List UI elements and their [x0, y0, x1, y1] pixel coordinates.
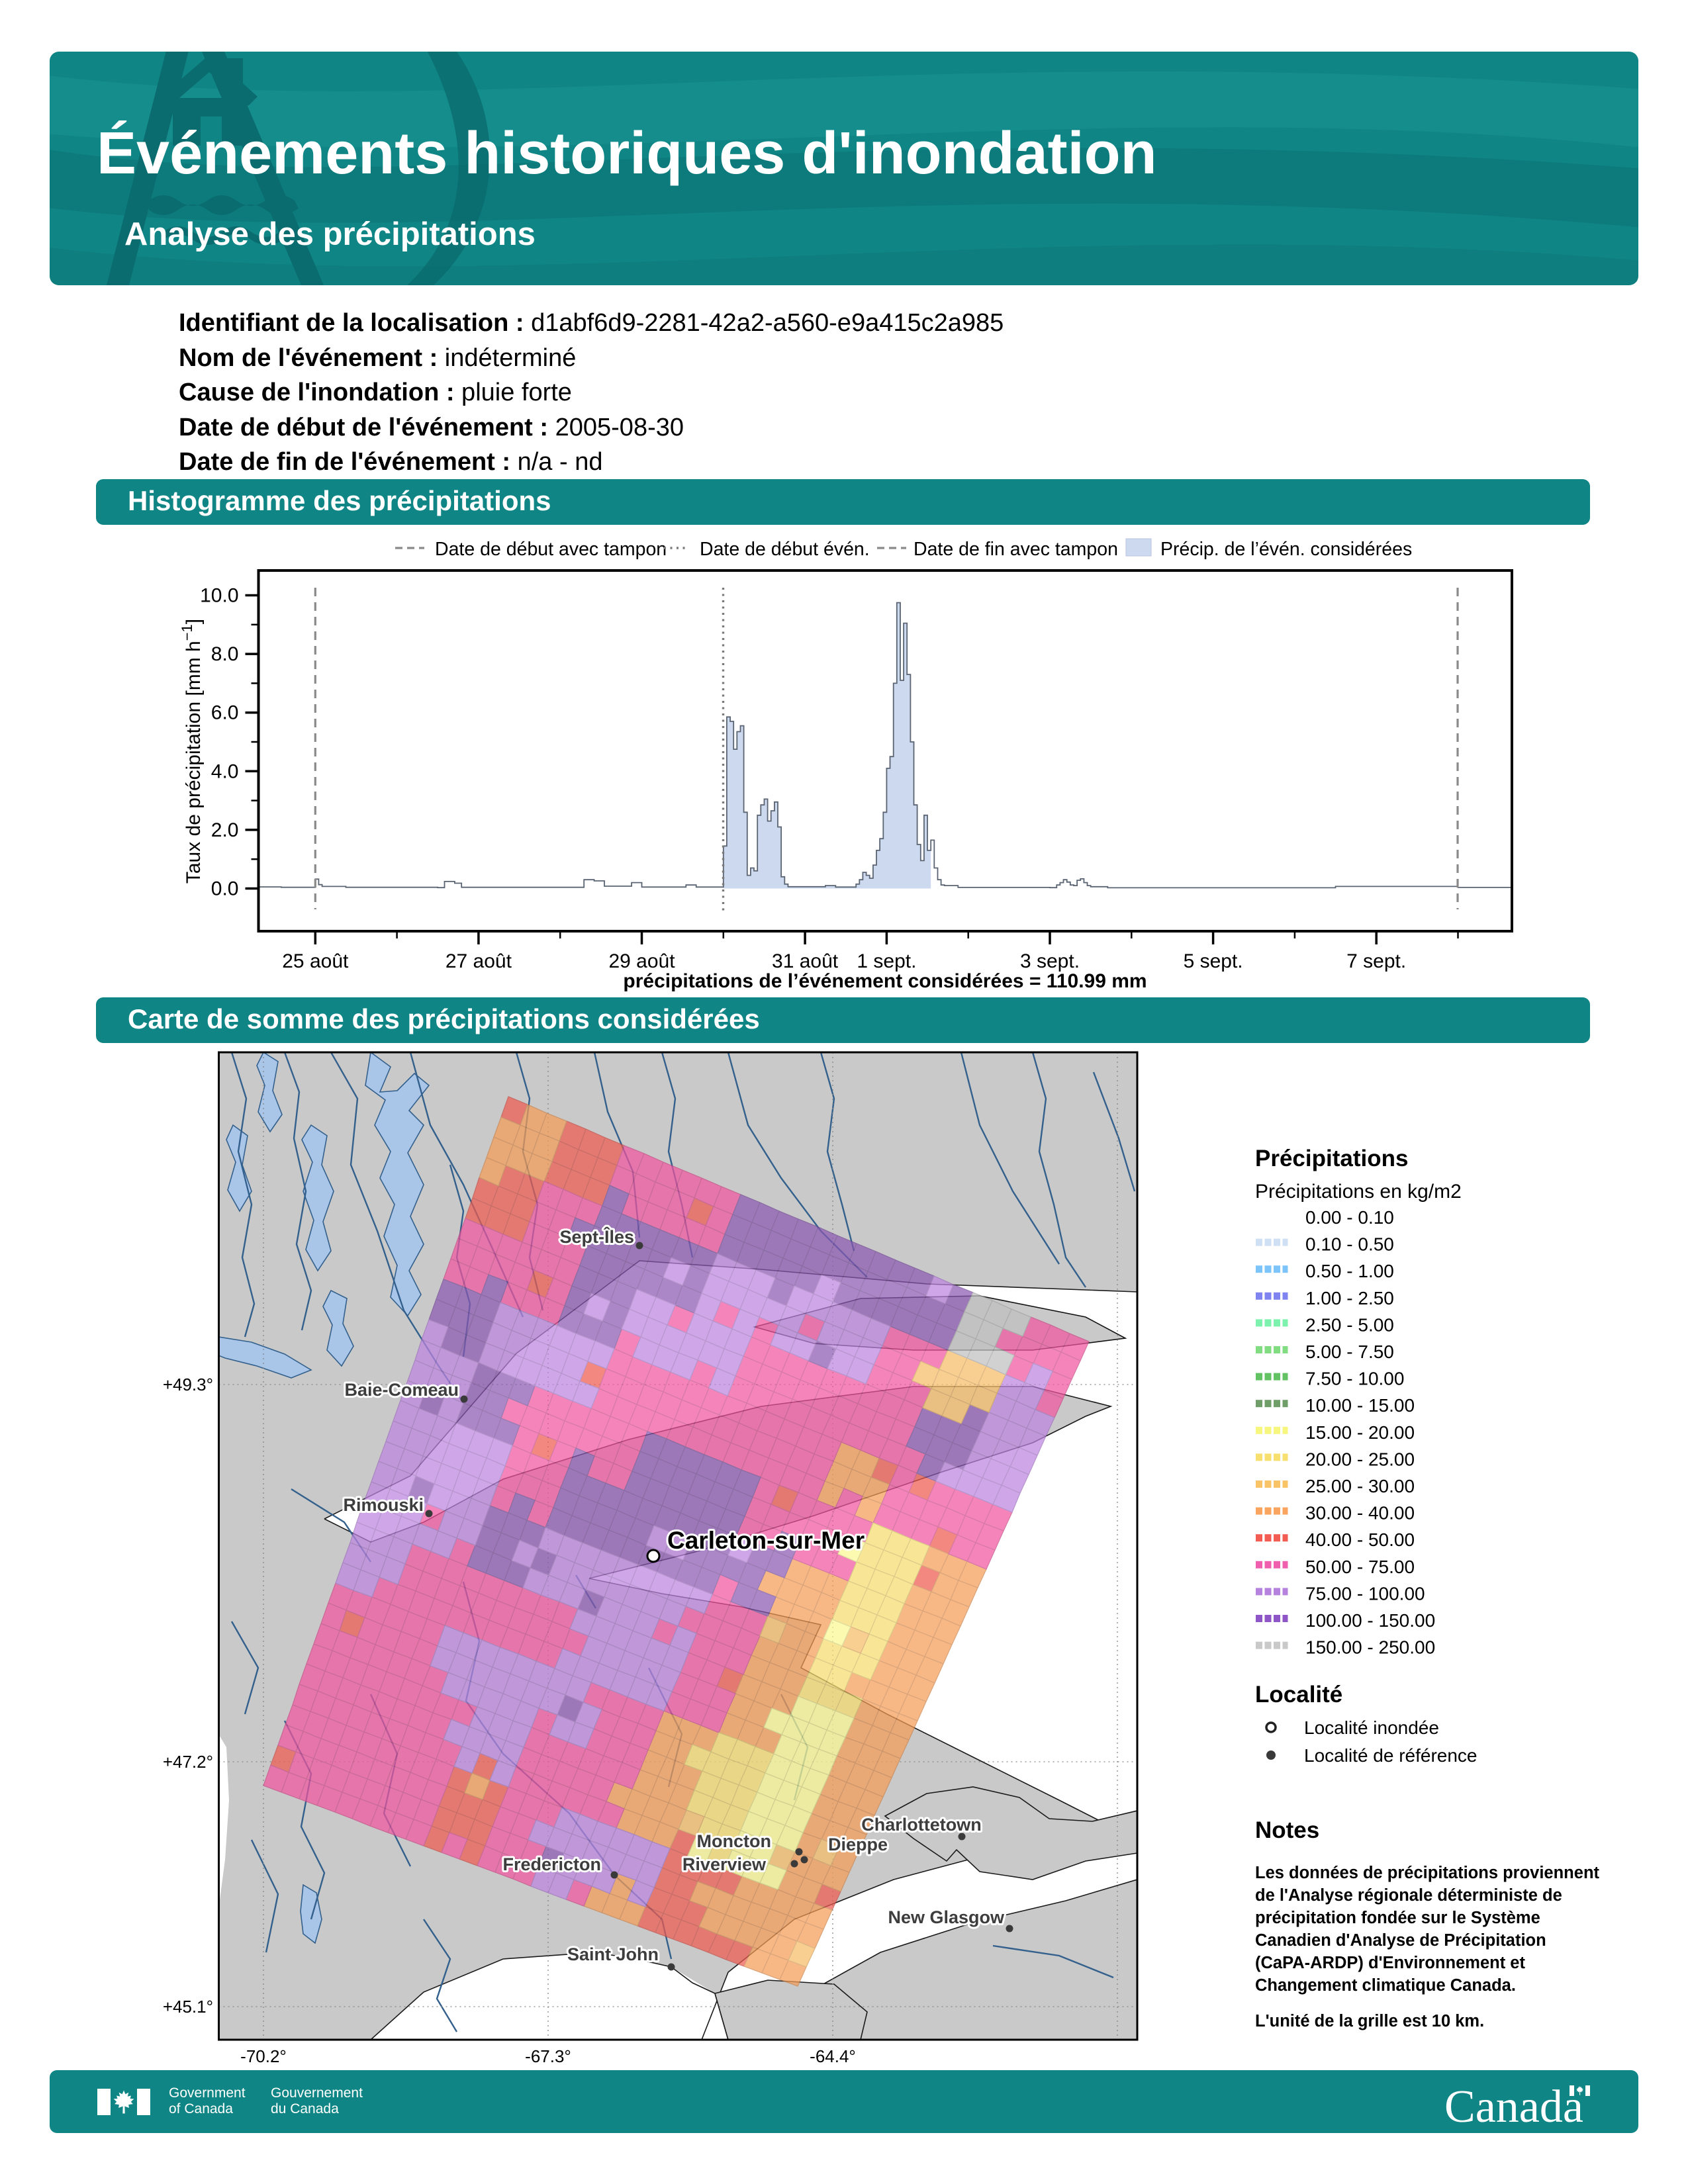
svg-text:Changement climatique Canada.: Changement climatique Canada.	[1255, 1976, 1516, 1995]
svg-text:20.00 - 25.00: 20.00 - 25.00	[1305, 1449, 1415, 1469]
svg-text:Les données de précipitations: Les données de précipitations proviennen…	[1255, 1864, 1600, 1882]
svg-text:Localité: Localité	[1255, 1682, 1342, 1707]
svg-text:Précip. de l’évén. considérées: Précip. de l’évén. considérées	[1160, 539, 1412, 560]
svg-text:Saint John: Saint John	[567, 1944, 659, 1964]
svg-text:150.00 - 250.00: 150.00 - 250.00	[1305, 1637, 1435, 1658]
svg-text:7.50 - 10.00: 7.50 - 10.00	[1305, 1369, 1404, 1389]
svg-text:+49.3°: +49.3°	[163, 1375, 213, 1394]
svg-text:(CaPA-ARDP) d'Environnement et: (CaPA-ARDP) d'Environnement et	[1255, 1954, 1525, 1972]
svg-text:Précipitations: Précipitations	[1255, 1146, 1408, 1171]
svg-text:Date de début évén.: Date de début évén.	[700, 539, 870, 560]
svg-text:Taux de précipitation [mm h−1]: Taux de précipitation [mm h−1]	[179, 619, 205, 884]
svg-text:Localité inondée: Localité inondée	[1304, 1717, 1439, 1738]
svg-text:5.00 - 7.50: 5.00 - 7.50	[1305, 1342, 1394, 1362]
svg-text:0.10 - 0.50: 0.10 - 0.50	[1305, 1234, 1394, 1255]
svg-text:27 août: 27 août	[445, 950, 512, 972]
svg-text:3 sept.: 3 sept.	[1020, 950, 1080, 972]
svg-text:Riverview: Riverview	[682, 1854, 767, 1874]
svg-text:5 sept.: 5 sept.	[1184, 950, 1243, 972]
svg-text:10.00 - 15.00: 10.00 - 15.00	[1305, 1395, 1415, 1416]
svg-text:50.00 - 75.00: 50.00 - 75.00	[1305, 1557, 1415, 1577]
svg-text:Sept-Îles: Sept-Îles	[559, 1226, 634, 1247]
svg-text:1 sept.: 1 sept.	[857, 950, 916, 972]
svg-text:Rimouski: Rimouski	[343, 1495, 424, 1515]
svg-text:25.00 - 30.00: 25.00 - 30.00	[1305, 1476, 1415, 1496]
svg-text:New Glasgow: New Glasgow	[888, 1907, 1005, 1927]
svg-text:6.0: 6.0	[211, 702, 239, 724]
svg-text:Canadien d'Analyse de Précipit: Canadien d'Analyse de Précipitation	[1255, 1931, 1546, 1950]
svg-text:L'unité de la grille est 10 km: L'unité de la grille est 10 km.	[1255, 2012, 1484, 2030]
svg-text:30.00 - 40.00: 30.00 - 40.00	[1305, 1503, 1415, 1524]
svg-text:précipitations de l’événement: précipitations de l’événement considérée…	[623, 970, 1147, 992]
svg-text:4.0: 4.0	[211, 760, 239, 782]
svg-text:0.0: 0.0	[211, 878, 239, 900]
svg-text:75.00 - 100.00: 75.00 - 100.00	[1305, 1583, 1425, 1604]
svg-text:15.00 - 20.00: 15.00 - 20.00	[1305, 1422, 1415, 1443]
svg-text:+47.2°: +47.2°	[163, 1752, 213, 1772]
svg-text:Date de fin avec tampon: Date de fin avec tampon	[914, 539, 1118, 560]
svg-text:25 août: 25 août	[282, 950, 349, 972]
svg-text:Carleton-sur-Mer: Carleton-sur-Mer	[667, 1527, 865, 1554]
svg-text:précipitation fondée sur le Sy: précipitation fondée sur le Système	[1255, 1909, 1540, 1927]
svg-text:-70.2°: -70.2°	[240, 2046, 287, 2066]
svg-text:+45.1°: +45.1°	[163, 1997, 213, 2017]
svg-text:de l'Analyse régionale détermi: de l'Analyse régionale déterministe de	[1255, 1886, 1562, 1905]
svg-text:100.00 - 150.00: 100.00 - 150.00	[1305, 1610, 1435, 1631]
svg-text:1.00 - 2.50: 1.00 - 2.50	[1305, 1288, 1394, 1308]
svg-text:Baie-Comeau: Baie-Comeau	[344, 1380, 459, 1400]
svg-text:2.50 - 5.00: 2.50 - 5.00	[1305, 1314, 1394, 1335]
svg-text:0.00 - 0.10: 0.00 - 0.10	[1305, 1207, 1394, 1228]
svg-text:Fredericton: Fredericton	[502, 1854, 601, 1874]
svg-text:Charlottetown: Charlottetown	[861, 1815, 982, 1835]
svg-text:Notes: Notes	[1255, 1817, 1319, 1843]
svg-text:Dieppe: Dieppe	[828, 1835, 888, 1854]
svg-text:2.0: 2.0	[211, 819, 239, 841]
svg-text:Moncton: Moncton	[697, 1831, 771, 1851]
svg-text:7 sept.: 7 sept.	[1346, 950, 1406, 972]
svg-text:0.50 - 1.00: 0.50 - 1.00	[1305, 1261, 1394, 1281]
svg-text:-67.3°: -67.3°	[525, 2046, 571, 2066]
svg-text:31 août: 31 août	[772, 950, 839, 972]
svg-text:-64.4°: -64.4°	[810, 2046, 856, 2066]
svg-text:Localité de référence: Localité de référence	[1304, 1745, 1477, 1766]
svg-text:10.0: 10.0	[200, 585, 238, 607]
svg-text:40.00 - 50.00: 40.00 - 50.00	[1305, 1529, 1415, 1550]
svg-text:29 août: 29 août	[608, 950, 675, 972]
svg-text:Date de début avec tampon: Date de début avec tampon	[435, 539, 667, 560]
svg-text:8.0: 8.0	[211, 643, 239, 665]
svg-text:Précipitations en kg/m2: Précipitations en kg/m2	[1255, 1181, 1462, 1203]
